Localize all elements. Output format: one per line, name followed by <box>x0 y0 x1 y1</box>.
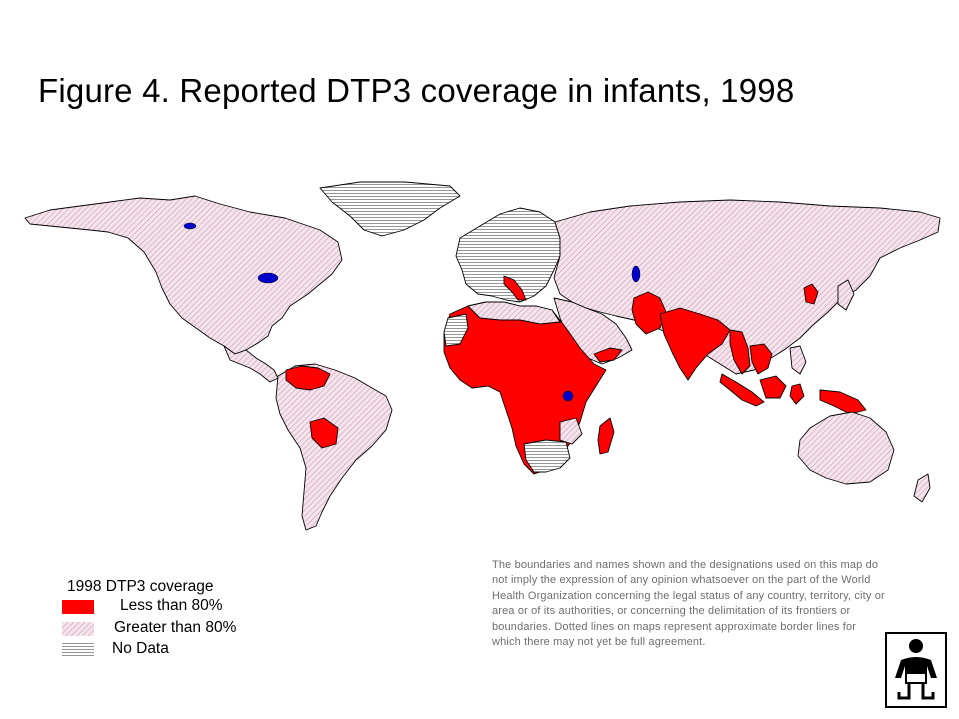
region-north-africa <box>467 301 561 325</box>
lake-caspian <box>631 265 641 283</box>
country-india <box>659 307 731 381</box>
country-yemen <box>593 347 623 363</box>
country-pakistan <box>631 291 667 335</box>
legend-label: Less than 80% <box>120 597 223 614</box>
lake-canada <box>183 222 197 230</box>
region-japan <box>837 279 855 311</box>
country-cambodia-vietnam <box>749 343 773 375</box>
who-logo-icon <box>885 632 947 708</box>
legend-swatch-hatch <box>62 622 94 636</box>
region-western-sahara <box>443 313 469 347</box>
country-north-korea <box>803 283 819 305</box>
world-map <box>24 181 941 531</box>
country-venezuela <box>285 365 331 391</box>
region-sulawesi <box>789 383 805 405</box>
legend-swatch-stripes <box>62 643 94 657</box>
region-north-america <box>24 195 343 355</box>
lake-great-lakes <box>257 272 279 284</box>
country-myanmar <box>729 329 751 375</box>
page-title: Figure 4. Reported DTP3 coverage in infa… <box>38 72 795 109</box>
region-central-america <box>223 345 279 383</box>
region-indonesia <box>719 373 765 407</box>
country-madagascar <box>597 417 615 455</box>
country-italy <box>503 275 527 301</box>
legend-swatch-red <box>62 600 94 614</box>
legend-label: Greater than 80% <box>114 619 237 636</box>
region-greenland <box>319 181 461 237</box>
legend-title: 1998 DTP3 coverage <box>67 578 214 595</box>
region-papua <box>819 389 867 415</box>
region-australia <box>797 411 895 485</box>
region-south-america <box>275 363 393 531</box>
disclaimer-text: The boundaries and names shown and the d… <box>492 559 885 649</box>
region-southern-africa <box>523 439 571 473</box>
region-borneo <box>759 375 787 399</box>
lake-victoria <box>562 390 574 402</box>
country-bolivia <box>309 417 339 449</box>
region-new-zealand <box>913 473 931 503</box>
region-philippines <box>789 345 807 375</box>
region-east-africa <box>559 417 583 445</box>
region-europe <box>455 207 561 303</box>
legend-label: No Data <box>112 640 169 657</box>
